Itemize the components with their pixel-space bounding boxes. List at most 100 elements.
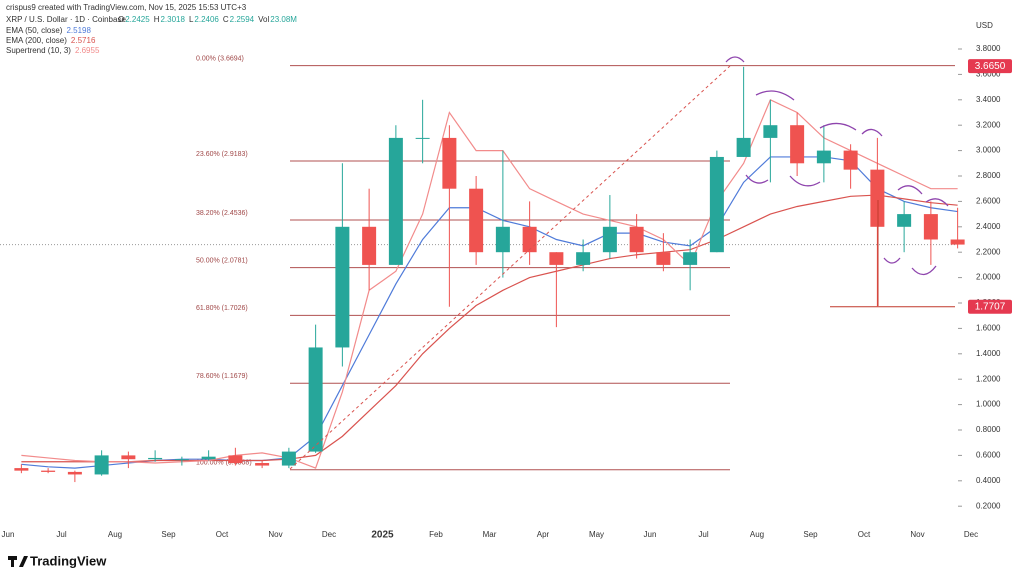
indicator-line	[21, 194, 958, 463]
x-tick-label: Dec	[322, 530, 336, 539]
candle-body	[67, 471, 82, 475]
x-tick-label: Nov	[910, 530, 924, 539]
x-tick-label: Nov	[268, 530, 282, 539]
x-tick-label: Oct	[216, 530, 229, 539]
candle-body	[816, 150, 831, 164]
candle-body	[522, 226, 537, 253]
x-tick-label: Apr	[537, 530, 550, 539]
candle-body	[148, 457, 163, 460]
candle-body	[415, 137, 430, 139]
candle-body	[121, 455, 136, 460]
credit: crispus9 created with TradingView.com, N…	[6, 3, 247, 12]
x-tick-label: 2025	[371, 530, 394, 541]
y-tick-label: 0.2000	[976, 501, 1001, 510]
candle-body	[228, 455, 243, 464]
x-tick-label: Sep	[803, 530, 818, 539]
candle-body	[94, 455, 109, 475]
x-tick-label: Oct	[858, 530, 871, 539]
fib-label: 100.00% (0.4868)	[196, 460, 252, 467]
candle-body	[469, 188, 484, 253]
y-tick-label: 2.2000	[976, 247, 1001, 256]
y-tick-label: 1.0000	[976, 400, 1001, 409]
quote-key: Vol	[258, 15, 269, 24]
candle-body	[950, 239, 965, 245]
logo-icon	[8, 556, 28, 567]
y-tick-label: 1.6000	[976, 324, 1001, 333]
candle-body	[736, 137, 751, 157]
y-tick-label: 0.8000	[976, 425, 1001, 434]
x-tick-label: Dec	[964, 530, 978, 539]
x-tick-label: May	[589, 530, 604, 539]
x-tick-label: Feb	[429, 530, 443, 539]
y-tick-label: 0.4000	[976, 476, 1001, 485]
symbol: XRP / U.S. Dollar · 1D · Coinbase	[6, 15, 126, 24]
y-tick-label: 3.8000	[976, 44, 1001, 53]
legend-entry: Supertrend (10, 3)	[6, 46, 71, 55]
y-tick-label: 3.6000	[976, 70, 1001, 79]
y-tick-label: 2.0000	[976, 273, 1001, 282]
brand: TradingView	[30, 553, 107, 568]
y-tick-label: 2.6000	[976, 197, 1001, 206]
candle-body	[335, 226, 350, 348]
candle-body	[763, 125, 778, 138]
x-tick-label: Mar	[483, 530, 497, 539]
candle-body	[870, 169, 885, 227]
quote-key: O	[118, 15, 124, 24]
x-tick-label: Jun	[2, 530, 15, 539]
candle-body	[549, 252, 564, 265]
candle-body	[656, 252, 671, 265]
candle-body	[362, 226, 377, 265]
fib-label: 78.60% (1.1679)	[196, 373, 248, 380]
candle-body	[683, 252, 698, 265]
candle-body	[790, 125, 805, 164]
y-tick-label: 3.2000	[976, 120, 1001, 129]
x-tick-label: Aug	[750, 530, 764, 539]
candle-body	[843, 150, 858, 170]
fib-label: 50.00% (2.0781)	[196, 258, 248, 265]
indicator-line	[21, 98, 958, 469]
candle-body	[923, 214, 938, 240]
x-tick-label: Jul	[698, 530, 708, 539]
fib-label: 61.80% (1.7026)	[196, 305, 248, 312]
price-label: 1.7707	[975, 301, 1006, 312]
y-tick-label: 3.0000	[976, 146, 1001, 155]
pattern-arcs	[725, 56, 949, 276]
quote-key: C	[223, 15, 229, 24]
legend-value: 2.5716	[71, 36, 96, 45]
quote-value: 2.2425	[125, 15, 150, 24]
quote-value: 2.2594	[230, 15, 255, 24]
y-tick-label: 1.2000	[976, 374, 1001, 383]
price-label-box	[968, 59, 1012, 74]
legend-value: 2.6955	[75, 46, 100, 55]
fib-label: 38.20% (2.4536)	[196, 210, 248, 217]
legend-value: 2.5198	[66, 26, 91, 35]
candle-body	[255, 463, 270, 466]
quote-value: 2.3018	[160, 15, 185, 24]
logo: TradingView	[8, 553, 107, 568]
candle-body	[602, 226, 617, 253]
plot-area: 0.2000 0.4000 0.6000 0.8000 1.0000 1.2000 1.40…	[0, 44, 1012, 541]
y-tick-label: 2.4000	[976, 222, 1001, 231]
candle-body	[281, 451, 296, 466]
fib-label: 23.60% (2.9183)	[196, 151, 248, 158]
price-label-box	[968, 299, 1012, 314]
quote-key: L	[189, 15, 194, 24]
candle-body	[629, 226, 644, 253]
candle-body	[495, 226, 510, 253]
candle-body	[14, 468, 29, 471]
price-label: 3.6650	[975, 61, 1006, 72]
quote-value: 23.08M	[270, 15, 297, 24]
fib-label: 0.00% (3.6694)	[196, 55, 244, 62]
candle-body	[308, 347, 323, 452]
y-tick-label: 1.4000	[976, 349, 1001, 358]
y-unit: USD	[976, 21, 993, 30]
x-tick-label: Jul	[56, 530, 66, 539]
y-tick-label: 0.6000	[976, 451, 1001, 460]
candle-body	[442, 137, 457, 189]
candle-body	[576, 252, 591, 265]
y-tick-label: 3.4000	[976, 95, 1001, 104]
y-tick-label: 2.8000	[976, 171, 1001, 180]
candle-body	[709, 156, 724, 253]
